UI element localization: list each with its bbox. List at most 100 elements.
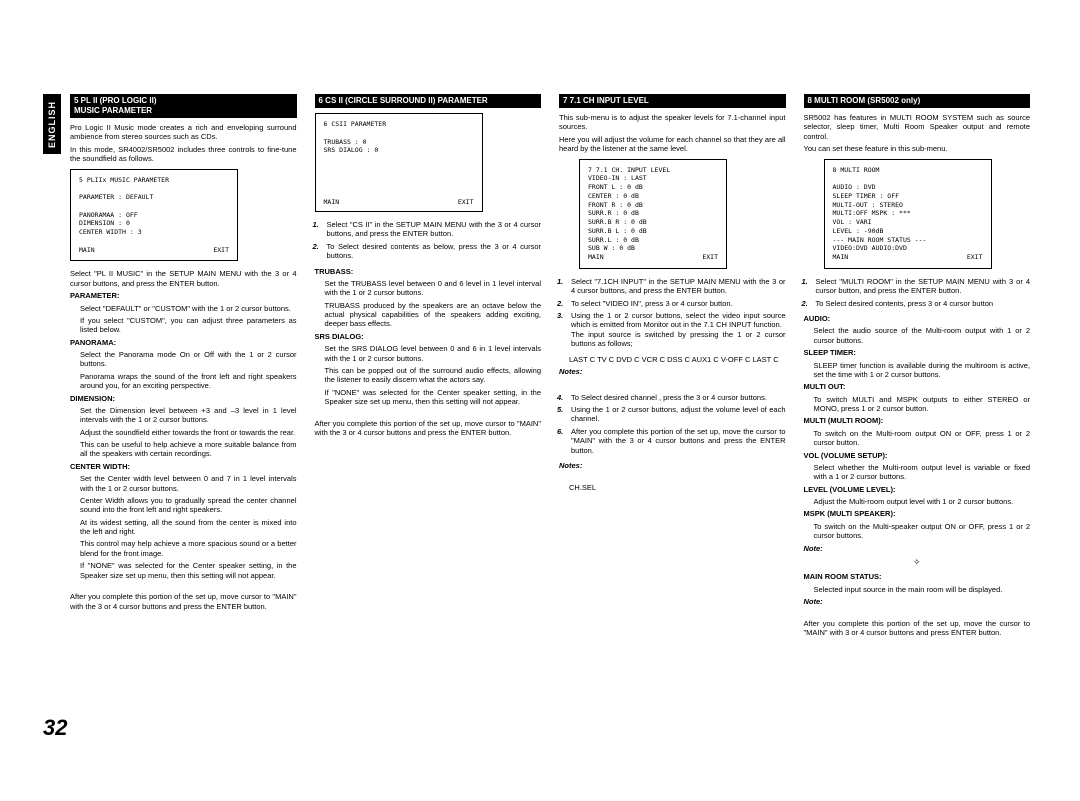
menu-title: 5 PLIIx MUSIC PARAMETER (79, 176, 229, 185)
parameter-heading: PARAMETER: (70, 291, 297, 300)
text: At its widest setting, all the sound fro… (80, 518, 297, 537)
col4-header: 8 MULTI ROOM (SR5002 only) (804, 94, 1031, 108)
menu-line: DIMENSION : 0 (79, 219, 229, 228)
notes-heading: Notes: (559, 461, 786, 470)
menu-foot-l: MAIN (588, 253, 604, 262)
dimension-heading: DIMENSION: (70, 394, 297, 403)
text: Select the Panorama mode On or Off with … (80, 350, 297, 369)
notes-heading: Notes: (559, 367, 786, 376)
col4-steps: Select "MULTI ROOM" in the SETUP MAIN ME… (816, 277, 1031, 308)
text: Selected input source in the main room w… (814, 585, 1031, 594)
input-chain: LAST C TV C DVD C VCR C DSS C AUX1 C V-O… (569, 355, 786, 364)
panorama-heading: PANORAMA: (70, 338, 297, 347)
menu-foot-l: MAIN (79, 246, 95, 255)
trubass-heading: TRUBASS: (315, 267, 542, 276)
step: Using the 1 or 2 cursor buttons, adjust … (571, 405, 786, 424)
page-number: 32 (43, 715, 67, 741)
text: Set the Center width level between 0 and… (80, 474, 297, 493)
srsdialog-heading: SRS DIALOG: (315, 332, 542, 341)
multiroom-heading: MULTI (MULTI ROOM): (804, 416, 1031, 425)
sleep-heading: SLEEP TIMER: (804, 348, 1031, 357)
col3-steps-a: Select "7.1CH INPUT" in the SETUP MAIN M… (571, 277, 786, 349)
col1-intro2: In this mode, SR4002/SR5002 includes thr… (70, 145, 297, 164)
mainroomstatus-heading: MAIN ROOM STATUS: (804, 572, 1031, 581)
menu-line: PANORAMAA : OFF (79, 211, 229, 220)
text: To switch on the Multi-speaker output ON… (814, 522, 1031, 541)
menu-line: VIDEO-IN : LAST (588, 174, 718, 183)
text: Select the audio source of the Multi-roo… (814, 326, 1031, 345)
menu-line: PARAMETER : DEFAULT (79, 193, 229, 202)
text: You can set these feature in this sub-me… (804, 144, 1031, 153)
column-2: 6 CS II (CIRCLE SURROUND II) PARAMETER 6… (315, 94, 542, 714)
text: Set the SRS DIALOG level between 0 and 6… (325, 344, 542, 363)
col2-steps: Select "CS II" in the SETUP MAIN MENU wi… (327, 220, 542, 261)
text: Center Width allows you to gradually spr… (80, 496, 297, 515)
step: To select "VIDEO IN", press 3 or 4 curso… (571, 299, 786, 308)
col2-outro: After you complete this portion of the s… (315, 419, 542, 438)
text: This can be useful to help achieve a mor… (80, 440, 297, 459)
menu-line: SURR.B L : 0 dB (588, 227, 718, 236)
note-heading: Note: (804, 544, 1031, 553)
text: This can be popped out of the surround a… (325, 366, 542, 385)
menu-line: SUB W : 0 dB (588, 244, 718, 253)
menu-line: VOL : VARI (833, 218, 983, 227)
col1-menu: 5 PLIIx MUSIC PARAMETER PARAMETER : DEFA… (70, 169, 238, 262)
col3-steps-b: To Select desired channel , press the 3 … (571, 393, 786, 455)
menu-line: TRUBASS : 0 (324, 138, 474, 147)
menu-line: SURR.L : 0 dB (588, 236, 718, 245)
vol-heading: VOL (VOLUME SETUP): (804, 451, 1031, 460)
menu-line: FRONT R : 0 dB (588, 201, 718, 210)
col1-outro: After you complete this portion of the s… (70, 592, 297, 611)
menu-foot-l: MAIN (833, 253, 849, 262)
menu-foot-r: EXIT (213, 246, 229, 255)
menu-line: MULTI-OUT : STEREO (833, 201, 983, 210)
text: SR5002 has features in MULTI ROOM SYSTEM… (804, 113, 1031, 141)
menu-line: SURR.B R : 0 dB (588, 218, 718, 227)
text: Here you will adjust the volume for each… (559, 135, 786, 154)
menu-line: VIDEO:DVD AUDIO:DVD (833, 244, 983, 253)
text: Panorama wraps the sound of the front le… (80, 372, 297, 391)
text: Select "DEFAULT" or "CUSTOM" with the 1 … (80, 304, 297, 313)
menu-foot-r: EXIT (967, 253, 983, 262)
step: To Select desired channel , press the 3 … (571, 393, 786, 402)
text: If you select "CUSTOM", you can adjust t… (80, 316, 297, 335)
col2-header: 6 CS II (CIRCLE SURROUND II) PARAMETER (315, 94, 542, 108)
menu-title: 7 7.1 CH. INPUT LEVEL (588, 166, 718, 175)
col4-menu: 8 MULTI ROOM AUDIO : DVD SLEEP TIMER : O… (824, 159, 992, 269)
menu-line: --- MAIN ROOM STATUS --- (833, 236, 983, 245)
menu-title: 8 MULTI ROOM (833, 166, 983, 175)
step: Select "MULTI ROOM" in the SETUP MAIN ME… (816, 277, 1031, 296)
step: Select "7.1CH INPUT" in the SETUP MAIN M… (571, 277, 786, 296)
text: Set the TRUBASS level between 0 and 6 le… (325, 279, 542, 298)
text: Adjust the Multi-room output level with … (814, 497, 1031, 506)
col1-header: 5 PL II (PRO LOGIC II) MUSIC PARAMETER (70, 94, 297, 118)
text: SLEEP timer function is available during… (814, 361, 1031, 380)
step: After you complete this portion of the s… (571, 427, 786, 455)
text: If "NONE" was selected for the Center sp… (325, 388, 542, 407)
menu-line: SLEEP TIMER : OFF (833, 192, 983, 201)
text: Adjust the soundfield either towards the… (80, 428, 297, 437)
col1-intro1: Pro Logic II Music mode creates a rich a… (70, 123, 297, 142)
mspk-heading: MSPK (MULTI SPEAKER): (804, 509, 1031, 518)
menu-line: SURR.R : 0 dB (588, 209, 718, 218)
step: Select "CS II" in the SETUP MAIN MENU wi… (327, 220, 542, 239)
menu-foot-l: MAIN (324, 198, 340, 207)
menu-line: AUDIO : DVD (833, 183, 983, 192)
column-1: 5 PL II (PRO LOGIC II) MUSIC PARAMETER P… (70, 94, 297, 714)
menu-line: CENTER WIDTH : 3 (79, 228, 229, 237)
text: If "NONE" was selected for the Center sp… (80, 561, 297, 580)
col3-menu: 7 7.1 CH. INPUT LEVEL VIDEO-IN : LAST FR… (579, 159, 727, 269)
level-heading: LEVEL (VOLUME LEVEL): (804, 485, 1031, 494)
menu-line: CENTER : 0 dB (588, 192, 718, 201)
col3-header: 7 7.1 CH INPUT LEVEL (559, 94, 786, 108)
content-columns: 5 PL II (PRO LOGIC II) MUSIC PARAMETER P… (70, 94, 1030, 714)
col4-outro: After you complete this portion of the s… (804, 619, 1031, 638)
menu-title: 6 CSII PARAMETER (324, 120, 474, 129)
text: This sub-menu is to adjust the speaker l… (559, 113, 786, 132)
col1-select: Select "PL II MUSIC" in the SETUP MAIN M… (70, 269, 297, 288)
column-4: 8 MULTI ROOM (SR5002 only) SR5002 has fe… (804, 94, 1031, 714)
audio-heading: AUDIO: (804, 314, 1031, 323)
menu-line: LEVEL : -90dB (833, 227, 983, 236)
note-heading: Note: (804, 597, 1031, 606)
language-tab: ENGLISH (43, 94, 61, 154)
